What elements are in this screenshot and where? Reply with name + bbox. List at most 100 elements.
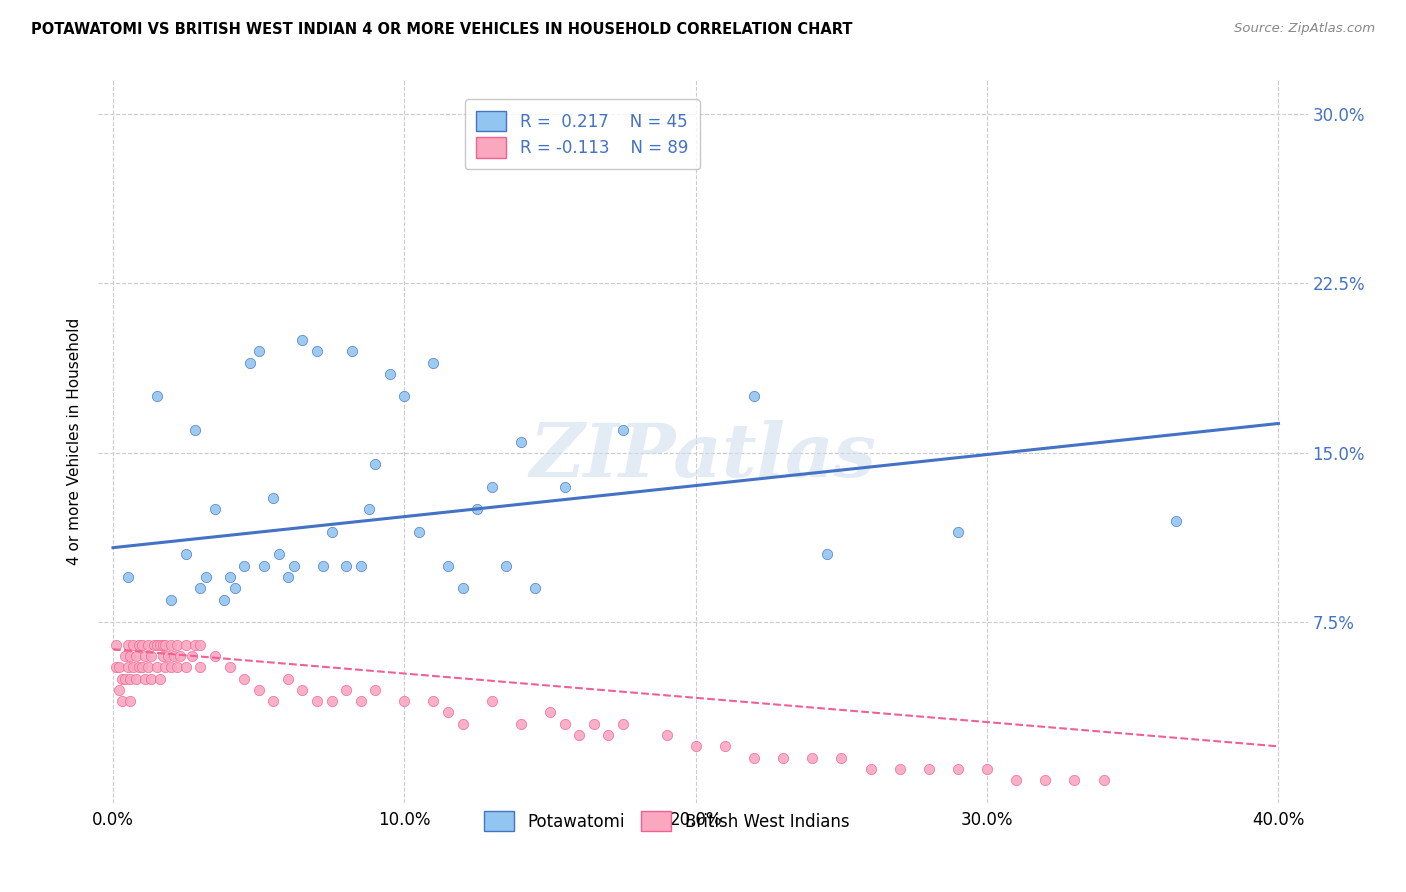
Point bbox=[136, 660, 159, 674]
Point bbox=[104, 638, 127, 652]
Point bbox=[655, 728, 678, 742]
Point bbox=[321, 524, 343, 539]
Point bbox=[212, 592, 235, 607]
Point bbox=[190, 660, 212, 674]
Point bbox=[378, 367, 401, 381]
Point bbox=[437, 558, 460, 573]
Point bbox=[104, 660, 127, 674]
Point bbox=[174, 548, 197, 562]
Point bbox=[174, 660, 197, 674]
Point bbox=[152, 638, 174, 652]
Point bbox=[183, 638, 205, 652]
Point bbox=[204, 648, 226, 663]
Point bbox=[166, 638, 188, 652]
Point bbox=[742, 750, 765, 764]
Point bbox=[160, 638, 183, 652]
Point bbox=[233, 672, 256, 686]
Point bbox=[204, 502, 226, 516]
Point bbox=[582, 716, 605, 731]
Point bbox=[305, 694, 328, 708]
Point bbox=[976, 762, 998, 776]
Point bbox=[247, 344, 270, 359]
Point bbox=[1005, 773, 1028, 788]
Point bbox=[111, 672, 134, 686]
Point bbox=[218, 570, 240, 584]
Point bbox=[169, 648, 191, 663]
Point bbox=[277, 570, 299, 584]
Point bbox=[131, 660, 153, 674]
Point bbox=[801, 750, 824, 764]
Point bbox=[495, 558, 517, 573]
Point bbox=[114, 672, 136, 686]
Point bbox=[195, 570, 218, 584]
Point bbox=[815, 548, 838, 562]
Point bbox=[136, 638, 159, 652]
Point bbox=[554, 716, 576, 731]
Point bbox=[142, 638, 165, 652]
Point bbox=[224, 582, 246, 596]
Point bbox=[166, 660, 188, 674]
Point bbox=[120, 672, 142, 686]
Point bbox=[120, 648, 142, 663]
Point bbox=[859, 762, 882, 776]
Point bbox=[509, 716, 531, 731]
Point bbox=[190, 638, 212, 652]
Point bbox=[125, 672, 148, 686]
Point bbox=[180, 648, 202, 663]
Point bbox=[122, 638, 145, 652]
Point bbox=[108, 682, 131, 697]
Point bbox=[1166, 514, 1188, 528]
Point bbox=[108, 660, 131, 674]
Point bbox=[152, 648, 174, 663]
Point bbox=[117, 660, 139, 674]
Point bbox=[149, 638, 172, 652]
Point bbox=[742, 389, 765, 403]
Point bbox=[451, 582, 474, 596]
Point bbox=[335, 558, 357, 573]
Text: ZIPatlas: ZIPatlas bbox=[530, 420, 876, 492]
Point bbox=[509, 434, 531, 449]
Point bbox=[283, 558, 305, 573]
Point bbox=[685, 739, 707, 754]
Point bbox=[291, 333, 314, 347]
Point bbox=[305, 344, 328, 359]
Point bbox=[612, 423, 634, 437]
Legend: Potawatomi, British West Indians: Potawatomi, British West Indians bbox=[474, 801, 859, 841]
Point bbox=[190, 582, 212, 596]
Point bbox=[218, 660, 240, 674]
Point bbox=[437, 706, 460, 720]
Point bbox=[481, 480, 503, 494]
Point bbox=[134, 672, 156, 686]
Point bbox=[155, 660, 177, 674]
Point bbox=[291, 682, 314, 697]
Point bbox=[117, 570, 139, 584]
Point bbox=[111, 694, 134, 708]
Point bbox=[134, 648, 156, 663]
Point bbox=[233, 558, 256, 573]
Point bbox=[554, 480, 576, 494]
Point bbox=[120, 694, 142, 708]
Point bbox=[1063, 773, 1085, 788]
Point bbox=[359, 502, 381, 516]
Point bbox=[889, 762, 911, 776]
Point bbox=[321, 694, 343, 708]
Point bbox=[145, 389, 167, 403]
Point bbox=[364, 457, 387, 471]
Point bbox=[481, 694, 503, 708]
Point bbox=[465, 502, 488, 516]
Point bbox=[157, 648, 180, 663]
Point bbox=[247, 682, 270, 697]
Point bbox=[714, 739, 737, 754]
Point bbox=[830, 750, 852, 764]
Text: POTAWATOMI VS BRITISH WEST INDIAN 4 OR MORE VEHICLES IN HOUSEHOLD CORRELATION CH: POTAWATOMI VS BRITISH WEST INDIAN 4 OR M… bbox=[31, 22, 852, 37]
Point bbox=[340, 344, 363, 359]
Point bbox=[114, 648, 136, 663]
Point bbox=[149, 672, 172, 686]
Point bbox=[350, 694, 373, 708]
Point bbox=[139, 648, 162, 663]
Point bbox=[568, 728, 591, 742]
Point bbox=[277, 672, 299, 686]
Point bbox=[128, 660, 150, 674]
Point bbox=[117, 638, 139, 652]
Text: Source: ZipAtlas.com: Source: ZipAtlas.com bbox=[1234, 22, 1375, 36]
